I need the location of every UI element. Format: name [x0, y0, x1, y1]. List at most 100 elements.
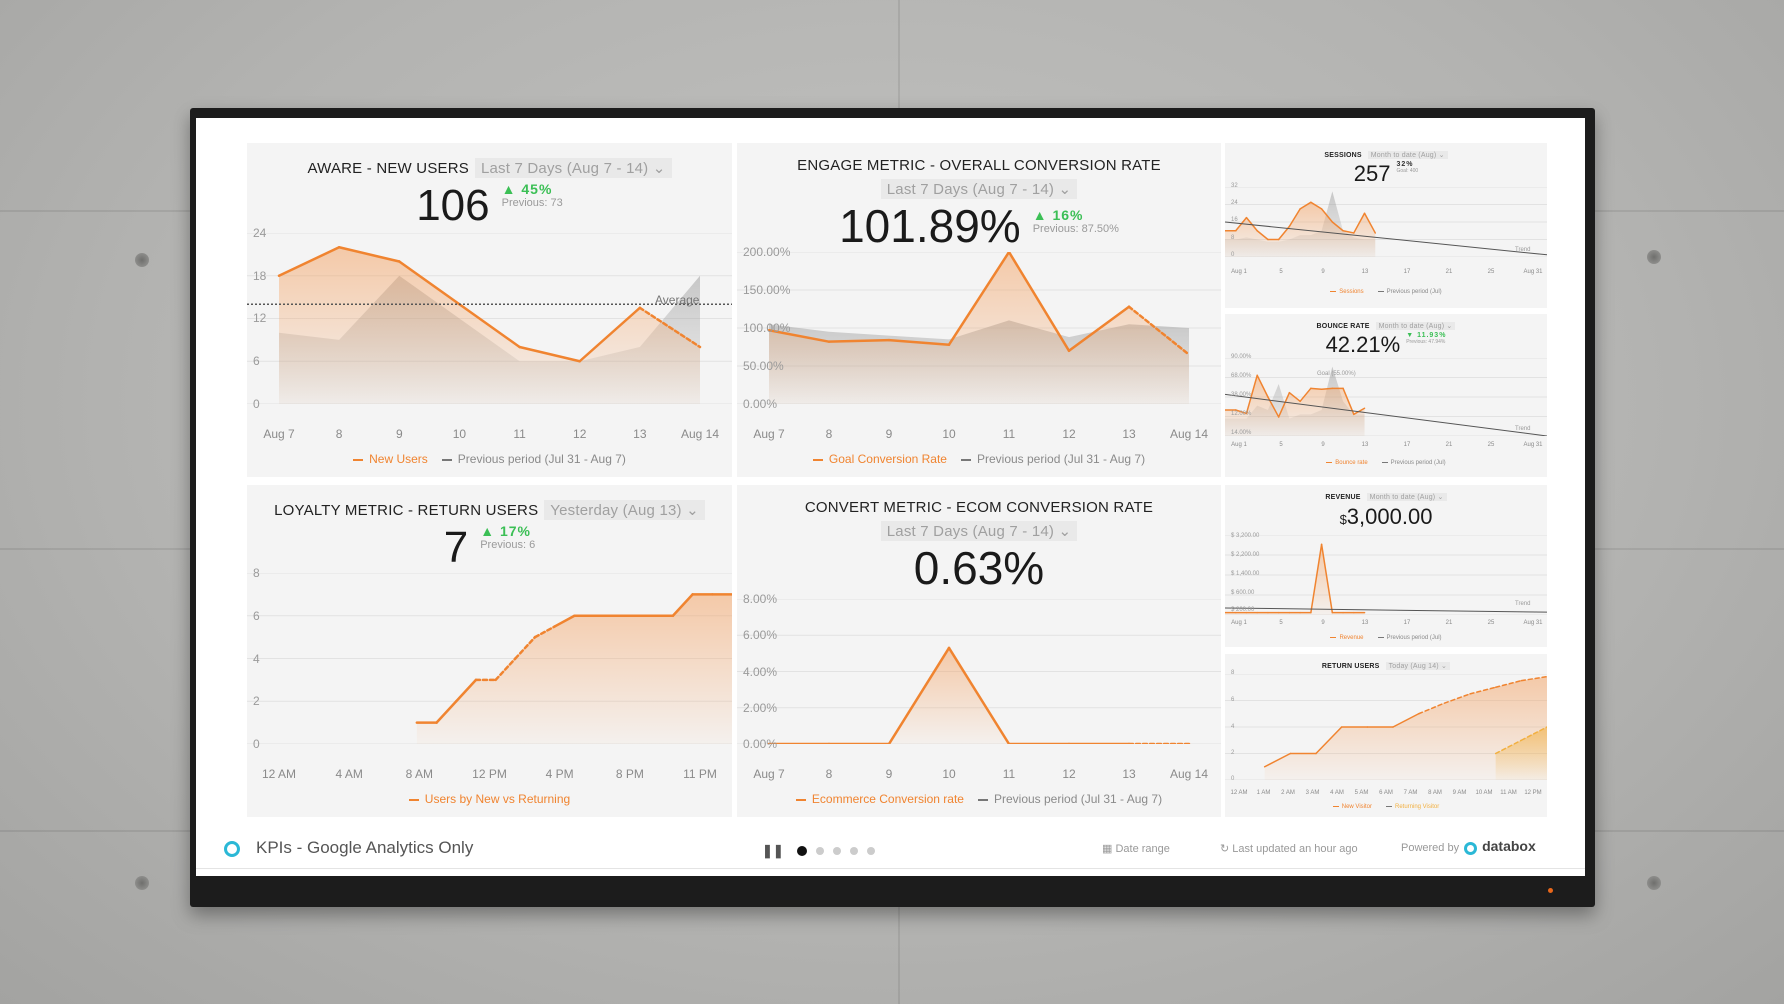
- y-tick: 0: [253, 737, 260, 751]
- y-tick: 8.00%: [743, 592, 778, 606]
- x-tick: 9: [395, 427, 403, 441]
- date-range-dropdown[interactable]: Month to date (Aug) ⌄: [1375, 322, 1456, 330]
- legend-current[interactable]: Users by New vs Returning: [409, 792, 570, 806]
- series-segment: [1256, 374, 1269, 398]
- panel-title: REVENUE: [1325, 494, 1361, 501]
- legend-current[interactable]: Revenue: [1330, 635, 1363, 641]
- powered-by[interactable]: Powered by databox: [1401, 838, 1536, 855]
- legend-new-visitor[interactable]: New Visitor: [1333, 804, 1372, 810]
- x-tick: 21: [1445, 269, 1453, 275]
- date-range-dropdown[interactable]: Last 7 Days (Aug 7 - 14) ⌄: [474, 158, 672, 178]
- chart-bounce-rate: [1225, 358, 1547, 436]
- x-tick: Aug 7: [263, 427, 295, 441]
- chart-new-users: [247, 233, 732, 404]
- series-segment: [671, 593, 694, 617]
- x-tick: 11 AM: [1500, 790, 1517, 796]
- legend-current[interactable]: Goal Conversion Rate: [813, 452, 947, 466]
- x-tick: 25: [1487, 620, 1495, 626]
- page-dot[interactable]: [849, 847, 858, 855]
- x-tick: 11: [1002, 427, 1016, 441]
- page-dot[interactable]: [815, 847, 824, 855]
- x-tick: 11: [1002, 767, 1016, 781]
- x-tick: 13: [1361, 620, 1369, 626]
- y-tick: 200.00%: [743, 245, 791, 259]
- series-segment: [1263, 752, 1292, 768]
- x-tick: 3 AM: [1305, 790, 1320, 796]
- metric-value: 257: [1353, 161, 1391, 186]
- x-tick: 4 PM: [545, 767, 574, 781]
- date-range-dropdown[interactable]: Last 7 Days (Aug 7 - 14) ⌄: [880, 179, 1078, 199]
- x-tick: 12: [1062, 427, 1076, 441]
- series-segment: [947, 252, 1011, 346]
- y-tick: $ 600.00: [1231, 590, 1255, 596]
- x-tick: 11: [513, 427, 526, 441]
- legend-returning-visitor[interactable]: Returning Visitor: [1386, 804, 1439, 810]
- y-tick: 32: [1231, 183, 1238, 189]
- metric-value: 7: [443, 523, 469, 572]
- metric-row: 106 ▲ 45% Previous: 73: [247, 181, 732, 231]
- y-tick: 4.00%: [743, 665, 778, 679]
- x-tick: 12 PM: [472, 767, 507, 781]
- goal-label: Goal (55.00%): [1317, 371, 1356, 377]
- legend-current[interactable]: Ecommerce Conversion rate: [796, 792, 964, 806]
- legend-previous[interactable]: Previous period (Jul): [1378, 289, 1442, 295]
- series-segment: [1417, 702, 1446, 715]
- delta-up: ▲ 45%: [501, 181, 553, 197]
- y-tick: 8: [1231, 670, 1235, 676]
- y-tick: 4: [253, 652, 260, 666]
- legend-current[interactable]: Bounce rate: [1326, 460, 1367, 466]
- series-segment: [1353, 212, 1366, 234]
- x-tick: 21: [1445, 620, 1453, 626]
- delta-up: ▲ 16%: [1032, 207, 1084, 223]
- x-tick: 13: [633, 427, 647, 441]
- series-segment: [1363, 212, 1377, 234]
- x-tick: 8: [825, 427, 833, 441]
- legend-previous[interactable]: Previous period (Jul): [1378, 635, 1442, 641]
- refresh-icon: ↻: [1220, 843, 1233, 855]
- legend-current[interactable]: New Users: [353, 452, 428, 466]
- x-tick: Aug 7: [753, 427, 785, 441]
- wall-hole: [135, 253, 149, 267]
- x-tick: 13: [1122, 427, 1136, 441]
- pause-icon[interactable]: ❚❚: [762, 843, 784, 858]
- y-tick: 8: [1231, 235, 1235, 241]
- y-tick: 0.00%: [743, 737, 778, 751]
- x-tick: 8 AM: [405, 767, 434, 781]
- series-segment: [578, 306, 642, 363]
- x-tick: Aug 14: [680, 427, 720, 441]
- page-dot[interactable]: [796, 846, 807, 856]
- wall-hole: [1647, 250, 1661, 264]
- page-dot[interactable]: [832, 847, 841, 855]
- legend-previous[interactable]: Previous period (Jul 31 - Aug 7): [961, 452, 1145, 466]
- series-segment: [458, 303, 521, 349]
- y-tick: 90.00%: [1231, 354, 1252, 360]
- x-tick: Aug 31: [1523, 442, 1543, 448]
- y-tick: 0: [1231, 776, 1235, 782]
- page-dot[interactable]: [866, 847, 875, 855]
- legend-current[interactable]: Sessions: [1330, 289, 1363, 295]
- x-tick: Aug 7: [753, 767, 785, 781]
- date-range-dropdown[interactable]: Yesterday (Aug 13) ⌄: [544, 500, 705, 520]
- x-tick: 12: [573, 427, 587, 441]
- x-tick: 9: [1321, 269, 1325, 275]
- x-tick: 25: [1487, 442, 1495, 448]
- dashboard-footer: KPIs - Google Analytics Only ❚❚ ▦ Date r…: [196, 838, 1585, 858]
- date-range-dropdown[interactable]: Month to date (Aug) ⌄: [1366, 493, 1447, 501]
- x-tick: 10: [942, 767, 956, 781]
- date-range-button[interactable]: ▦ Date range: [1102, 843, 1170, 855]
- legend-previous[interactable]: Previous period (Jul 31 - Aug 7): [978, 792, 1162, 806]
- panel-return-users: LOYALTY METRIC - RETURN USERS Yesterday (…: [247, 485, 732, 817]
- series-segment: [1443, 693, 1471, 704]
- dashboard-title: KPIs - Google Analytics Only: [256, 838, 474, 857]
- legend-previous[interactable]: Previous period (Jul): [1382, 460, 1446, 466]
- date-range-dropdown[interactable]: Last 7 Days (Aug 7 - 14) ⌄: [880, 521, 1078, 541]
- legend-previous[interactable]: Previous period (Jul 31 - Aug 7): [442, 452, 626, 466]
- mini-panel-sessions: SESSIONS Month to date (Aug) ⌄ 257 32% Goal…: [1225, 143, 1547, 308]
- series-segment: [1310, 543, 1323, 614]
- current-area: [1264, 676, 1547, 780]
- date-range-dropdown[interactable]: Month to date (Aug) ⌄: [1367, 151, 1448, 159]
- power-led: [1548, 888, 1553, 893]
- series-segment: [767, 329, 831, 343]
- series-segment: [1234, 409, 1248, 415]
- date-range-dropdown[interactable]: Today (Aug 14) ⌄: [1385, 662, 1451, 670]
